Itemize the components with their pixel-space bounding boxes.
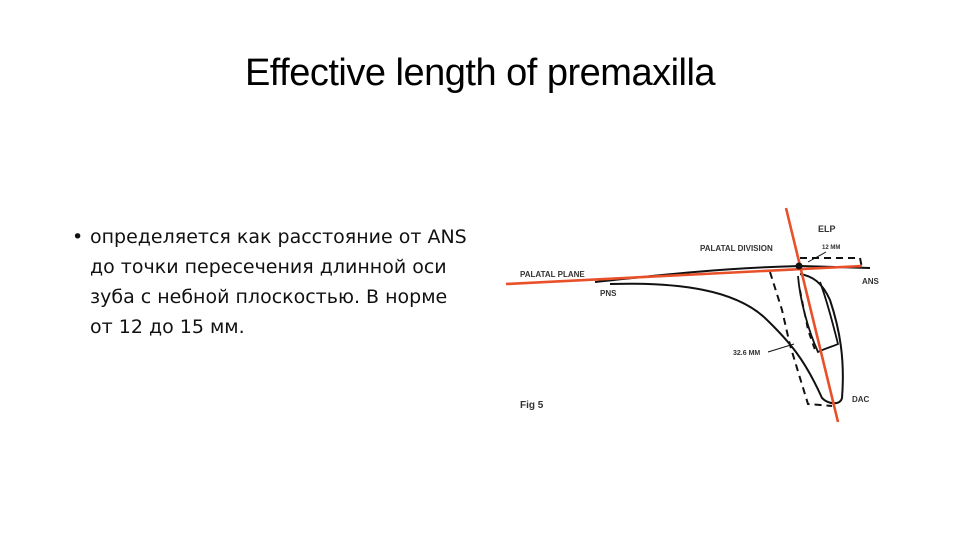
dashed-upper-box — [800, 257, 863, 269]
label-pns: PNS — [600, 289, 617, 298]
label-fig: Fig 5 — [520, 400, 544, 411]
measurement-pointer-top — [807, 251, 827, 263]
label-palatal-plane: PALATAL PLANE — [520, 270, 585, 279]
label-measurement-side: 32.6 MM — [733, 350, 760, 357]
premaxilla-diagram: ELP PALATAL DIVISION 12 MM PALATAL PLANE… — [505, 207, 880, 423]
long-axis-line — [784, 207, 840, 423]
label-dac: DAC — [852, 395, 870, 404]
label-ans: ANS — [862, 277, 880, 286]
bullet-point: • определяется как расстояние от ANS до … — [72, 222, 472, 342]
bullet-text: определяется как расстояние от ANS до то… — [90, 226, 467, 338]
elp-point — [795, 262, 803, 270]
label-elp: ELP — [818, 224, 836, 234]
slide-title: Effective length of premaxilla — [244, 52, 716, 94]
label-palatal-division: PALATAL DIVISION — [700, 244, 773, 253]
label-measurement-top: 12 MM — [822, 245, 840, 251]
palatal-plane-line — [505, 264, 863, 286]
measurement-pointer-side — [767, 343, 795, 353]
bullet-marker: • — [72, 226, 84, 248]
palate-outline-lower — [609, 273, 844, 405]
dashed-inner-contour — [799, 289, 816, 351]
